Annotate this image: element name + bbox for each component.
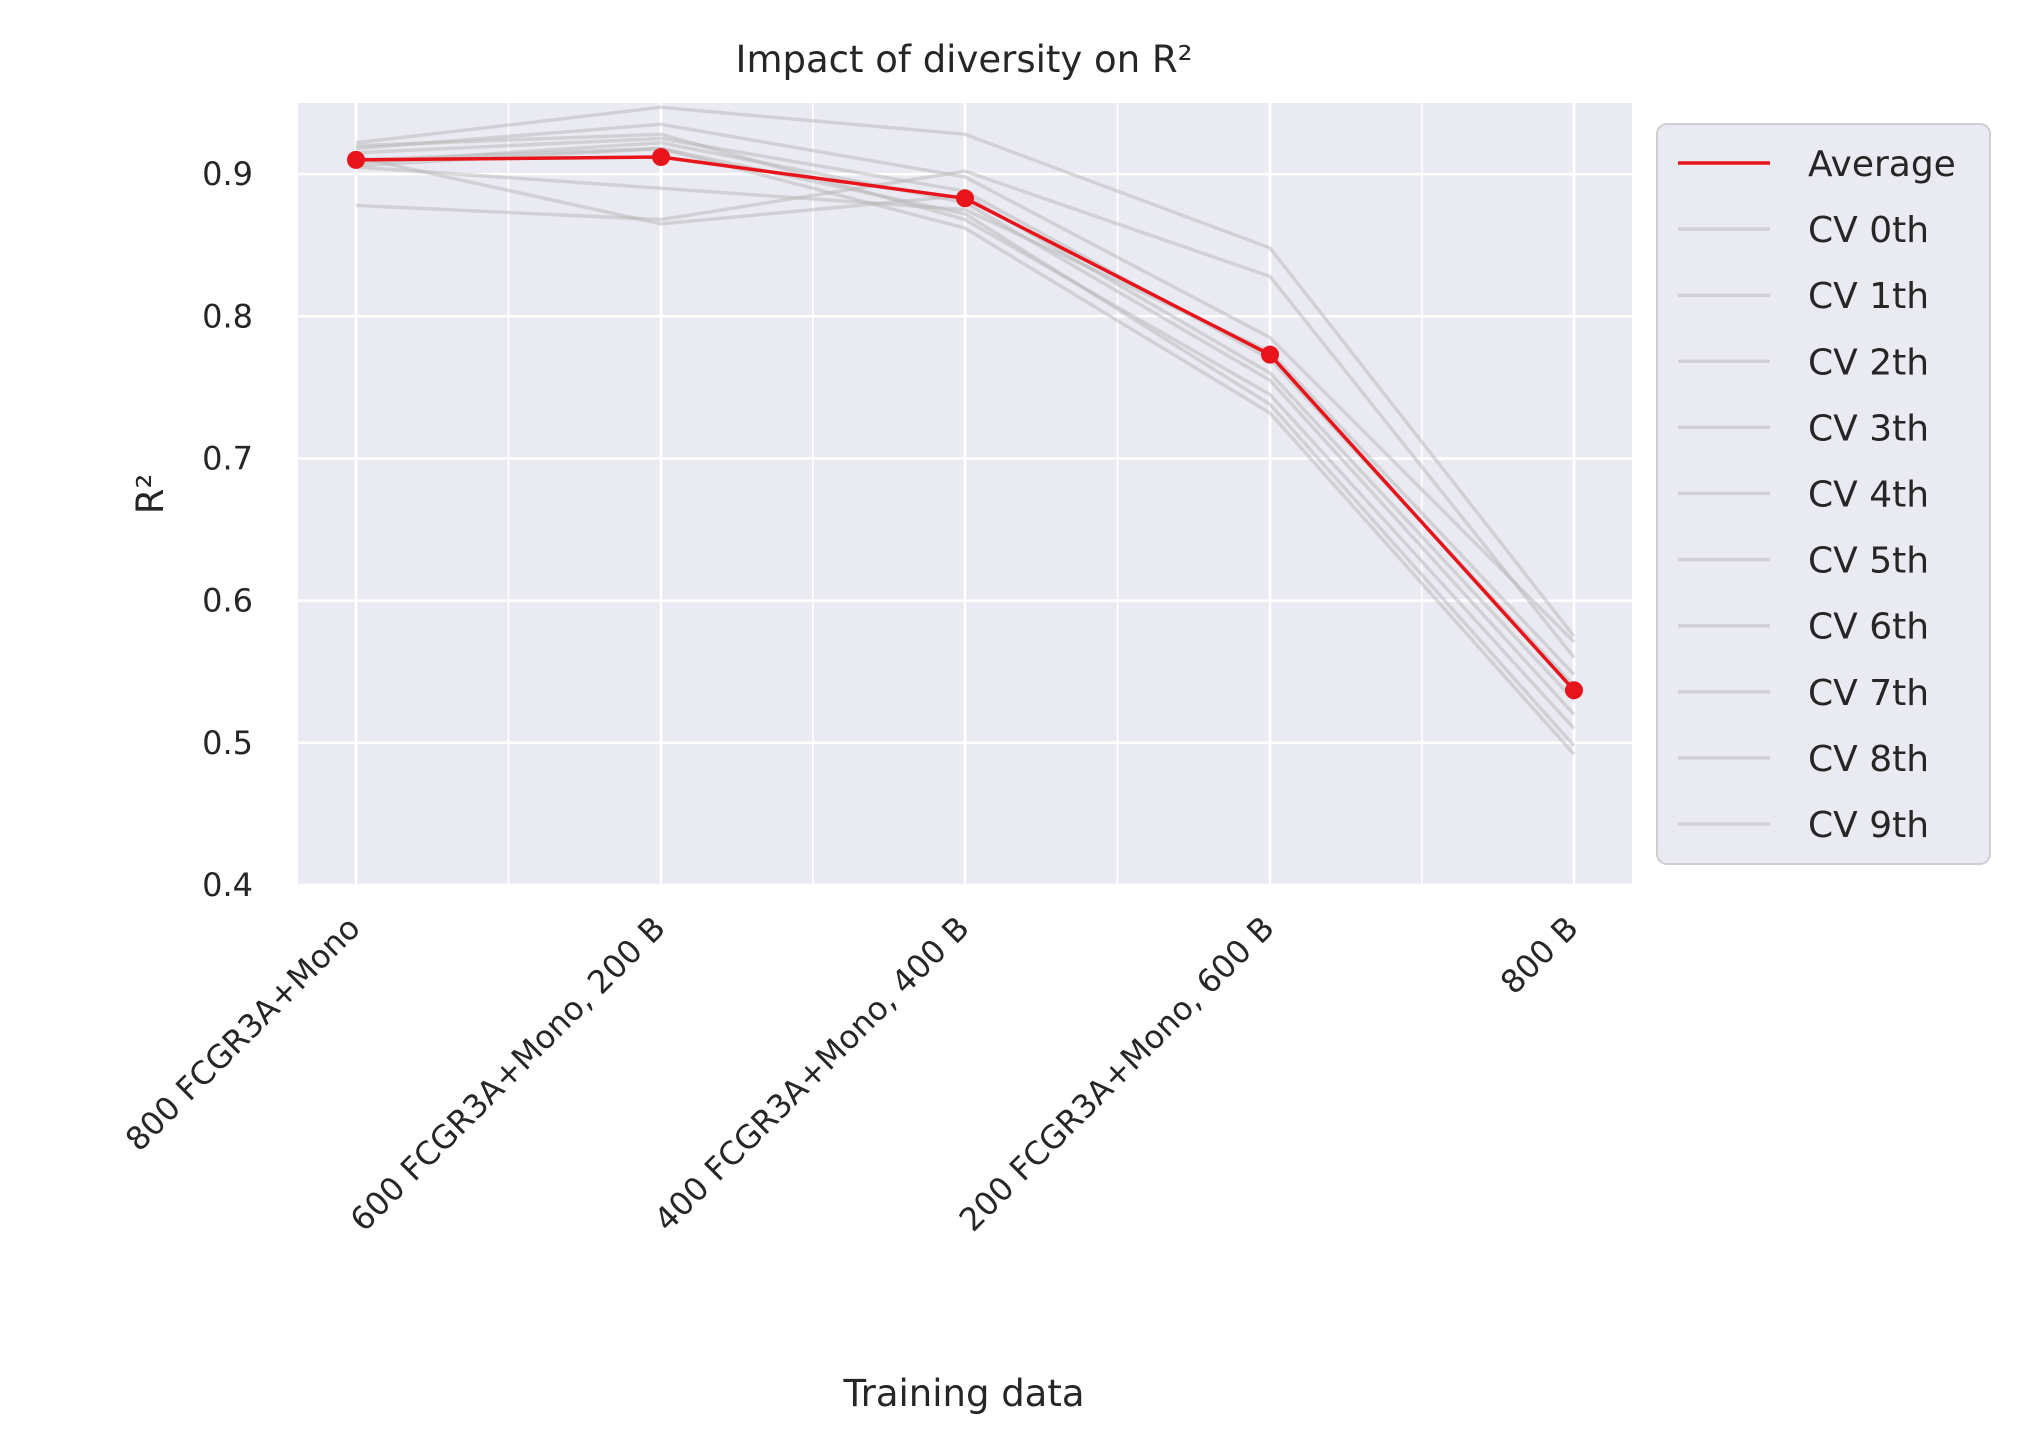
legend-label: CV 4th — [1808, 475, 1929, 516]
cv-line — [355, 105, 1576, 638]
legend-label: CV 6th — [1808, 607, 1929, 648]
legend-box — [1656, 123, 1991, 865]
legend-label: CV 8th — [1808, 739, 1929, 780]
legend-label: CV 0th — [1808, 210, 1929, 251]
cv-line — [355, 169, 1576, 659]
cv-line — [355, 122, 1576, 644]
y-tick-label: 0.9 — [202, 155, 253, 193]
y-axis-title: R² — [129, 474, 172, 515]
cv-line — [355, 165, 1576, 676]
legend-label: CV 9th — [1808, 805, 1929, 846]
legend-label: CV 2th — [1808, 342, 1929, 383]
legend-label: CV 5th — [1808, 541, 1929, 582]
legend: Average CV 0th CV 1th CV 2th CV 3th CV 4th CV … — [1656, 123, 1991, 865]
y-tick-label: 0.6 — [202, 582, 253, 620]
legend-label: CV 1th — [1808, 276, 1929, 317]
average-line-group — [347, 148, 1583, 700]
y-tick-label: 0.4 — [202, 866, 253, 904]
cv-line — [355, 132, 1576, 730]
y-tick-label: 0.8 — [202, 297, 253, 335]
cv-line — [355, 146, 1576, 756]
cv-line — [355, 146, 1576, 747]
legend-label: Average — [1808, 144, 1956, 185]
average-point — [652, 148, 670, 167]
cv-lines — [355, 105, 1576, 756]
average-point — [1565, 681, 1583, 700]
legend-label: CV 3th — [1808, 408, 1929, 449]
average-point — [956, 189, 974, 208]
grid — [298, 103, 1632, 887]
chart-title: Impact of diversity on R² — [736, 38, 1193, 81]
y-tick-label: 0.5 — [202, 724, 253, 762]
average-point — [1261, 345, 1279, 364]
legend-label: CV 7th — [1808, 673, 1929, 714]
y-tick-label: 0.7 — [202, 439, 253, 477]
y-tick-labels: 0.4 0.5 0.6 0.7 0.8 0.9 — [202, 155, 253, 904]
x-axis-title: Training data — [842, 1372, 1084, 1415]
average-point — [347, 150, 365, 169]
